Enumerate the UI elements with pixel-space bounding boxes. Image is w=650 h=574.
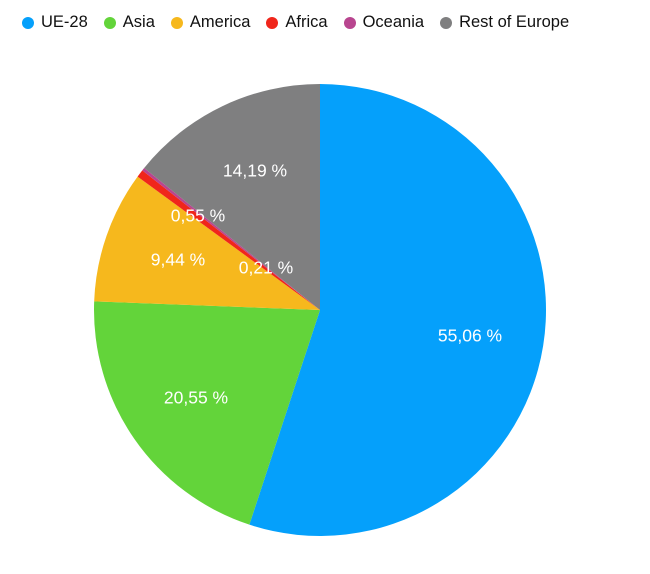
legend-item-ue-28: UE-28 bbox=[22, 13, 88, 32]
legend-swatch-asia bbox=[103, 16, 116, 29]
slice-label-africa: 0,55 % bbox=[171, 206, 225, 226]
slice-label-asia: 20,55 % bbox=[164, 388, 228, 408]
chart-legend: UE-28 Asia America Africa Oceania Rest o… bbox=[22, 13, 569, 32]
pie-slice-oceania bbox=[142, 168, 320, 310]
legend-item-america: America bbox=[170, 13, 251, 32]
pie-slice-america bbox=[94, 176, 320, 310]
legend-label-america: America bbox=[189, 13, 251, 31]
slice-label-america: 9,44 % bbox=[151, 250, 205, 270]
legend-swatch-africa bbox=[266, 16, 279, 29]
pie-slice-ue-28 bbox=[249, 84, 547, 536]
legend-label-oceania: Oceania bbox=[362, 13, 425, 31]
legend-swatch-oceania bbox=[343, 16, 356, 29]
legend-swatch-ue-28 bbox=[22, 16, 34, 29]
legend-item-africa: Africa bbox=[266, 13, 328, 32]
pie-slice-asia bbox=[94, 301, 320, 525]
legend-swatch-america bbox=[170, 16, 183, 29]
pie-slice-africa bbox=[137, 170, 320, 310]
legend-label-asia: Asia bbox=[122, 13, 155, 31]
pie-slice-rest-of-europe bbox=[144, 84, 320, 310]
legend-item-oceania: Oceania bbox=[343, 13, 425, 32]
legend-swatch-rest-of-europe bbox=[440, 16, 453, 29]
slice-label-rest-of-europe: 14,19 % bbox=[223, 161, 287, 181]
legend-label-rest-of-europe: Rest of Europe bbox=[459, 13, 570, 31]
legend-item-asia: Asia bbox=[103, 13, 155, 32]
slice-label-oceania: 0,21 % bbox=[239, 258, 293, 278]
slice-label-ue-28: 55,06 % bbox=[438, 326, 502, 346]
legend-item-rest-of-europe: Rest of Europe bbox=[440, 13, 569, 32]
legend-label-africa: Africa bbox=[285, 13, 328, 31]
legend-label-ue-28: UE-28 bbox=[41, 13, 88, 31]
